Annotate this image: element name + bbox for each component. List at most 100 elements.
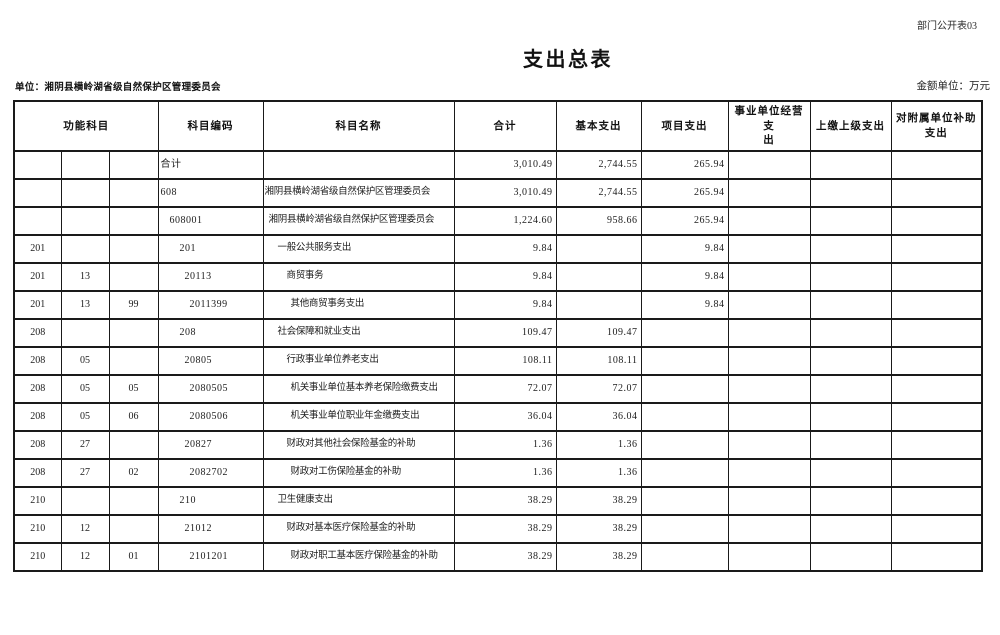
- total-amount: 3,010.49: [453, 178, 557, 208]
- func-item-code: [108, 514, 159, 544]
- operating-expense-amount: [727, 458, 811, 488]
- func-item-code: [108, 486, 159, 516]
- operating-expense-amount: [727, 430, 811, 460]
- subject-code: 20805: [157, 346, 264, 376]
- table-row: 208 05 05 2080505 机关事业单位基本养老保险缴费支出 72.07 72.07: [13, 374, 983, 404]
- table-row: 201 13 99 2011399 其他商贸事务支出 9.84 9.84: [13, 290, 983, 320]
- subsidy-to-affiliates-amount: [890, 206, 983, 236]
- project-expense-amount: [640, 346, 729, 376]
- operating-expense-amount: [727, 234, 811, 264]
- func-section-code: 27: [60, 458, 110, 488]
- header-subsidy-to-affiliates: 对附属单位补助 支出: [890, 100, 983, 152]
- func-item-code: 05: [108, 374, 159, 404]
- operating-expense-amount: [727, 374, 811, 404]
- basic-expense-amount: 1.36: [555, 430, 642, 460]
- func-section-code: 13: [60, 262, 110, 292]
- total-amount: 9.84: [453, 234, 557, 264]
- operating-expense-amount: [727, 542, 811, 572]
- subject-name: 湘阴县横岭湖省级自然保护区管理委员会: [262, 206, 455, 236]
- func-section-code: [60, 206, 110, 236]
- subject-code: 2082702: [157, 458, 264, 488]
- project-expense-amount: [640, 374, 729, 404]
- func-section-code: [60, 486, 110, 516]
- func-class-code: [13, 150, 62, 180]
- func-class-code: 208: [13, 346, 62, 376]
- table-row: 208 208 社会保障和就业支出 109.47 109.47: [13, 318, 983, 348]
- subject-code: 2011399: [157, 290, 264, 320]
- table-row: 201 13 20113 商贸事务 9.84 9.84: [13, 262, 983, 292]
- func-item-code: [108, 234, 159, 264]
- project-expense-amount: [640, 402, 729, 432]
- subject-name: 财政对基本医疗保险基金的补助: [262, 514, 455, 544]
- header-subject-code: 科目编码: [157, 100, 264, 152]
- func-class-code: 210: [13, 486, 62, 516]
- func-class-code: [13, 206, 62, 236]
- basic-expense-amount: 38.29: [555, 542, 642, 572]
- document-code-label: 部门公开表03: [917, 21, 977, 32]
- func-item-code: [108, 346, 159, 376]
- func-class-code: 201: [13, 234, 62, 264]
- func-section-code: [60, 234, 110, 264]
- func-section-code: 12: [60, 514, 110, 544]
- operating-expense-amount: [727, 402, 811, 432]
- total-amount: 38.29: [453, 514, 557, 544]
- remit-to-superior-amount: [809, 458, 892, 488]
- header-project-expense: 项目支出: [640, 100, 729, 152]
- func-section-code: 05: [60, 346, 110, 376]
- remit-to-superior-amount: [809, 318, 892, 348]
- operating-expense-amount: [727, 514, 811, 544]
- project-expense-amount: [640, 542, 729, 572]
- func-section-code: 05: [60, 374, 110, 404]
- subject-name: 机关事业单位基本养老保险缴费支出: [262, 374, 455, 404]
- table-header: 功能科目 科目编码 科目名称 合计 基本支出 项目支出 事业单位经营支 出 上缴…: [13, 100, 983, 152]
- subject-code: 2101201: [157, 542, 264, 572]
- basic-expense-amount: 108.11: [555, 346, 642, 376]
- func-class-code: 210: [13, 514, 62, 544]
- func-class-code: 208: [13, 318, 62, 348]
- table-row: 608001 湘阴县横岭湖省级自然保护区管理委员会 1,224.60 958.66 26…: [13, 206, 983, 236]
- func-item-code: [108, 430, 159, 460]
- operating-expense-amount: [727, 346, 811, 376]
- table-row: 210 12 01 2101201 财政对职工基本医疗保险基金的补助 38.29 38.29: [13, 542, 983, 572]
- subject-code: 608001: [157, 206, 264, 236]
- basic-expense-amount: 2,744.55: [555, 178, 642, 208]
- project-expense-amount: 265.94: [640, 178, 729, 208]
- func-section-code: [60, 178, 110, 208]
- basic-expense-amount: 958.66: [555, 206, 642, 236]
- subject-code: 20827: [157, 430, 264, 460]
- subsidy-to-affiliates-amount: [890, 318, 983, 348]
- subsidy-to-affiliates-amount: [890, 402, 983, 432]
- basic-expense-amount: [555, 234, 642, 264]
- subject-code: 20113: [157, 262, 264, 292]
- operating-expense-amount: [727, 206, 811, 236]
- total-amount: 3,010.49: [453, 150, 557, 180]
- total-amount: 1,224.60: [453, 206, 557, 236]
- project-expense-amount: [640, 458, 729, 488]
- remit-to-superior-amount: [809, 262, 892, 292]
- subject-code: 合计: [157, 150, 264, 180]
- header-basic-expense: 基本支出: [555, 100, 642, 152]
- table-row: 208 05 20805 行政事业单位养老支出 108.11 108.11: [13, 346, 983, 376]
- table-row: 201 201 一般公共服务支出 9.84 9.84: [13, 234, 983, 264]
- subsidy-to-affiliates-amount: [890, 150, 983, 180]
- func-item-code: 06: [108, 402, 159, 432]
- func-item-code: [108, 178, 159, 208]
- func-item-code: [108, 318, 159, 348]
- total-amount: 38.29: [453, 542, 557, 572]
- remit-to-superior-amount: [809, 150, 892, 180]
- page-title: 支出总表: [523, 49, 613, 71]
- subsidy-to-affiliates-amount: [890, 234, 983, 264]
- subject-name: 卫生健康支出: [262, 486, 455, 516]
- subject-name: 财政对工伤保险基金的补助: [262, 458, 455, 488]
- subsidy-to-affiliates-amount: [890, 346, 983, 376]
- table-row: 210 210 卫生健康支出 38.29 38.29: [13, 486, 983, 516]
- basic-expense-amount: 1.36: [555, 458, 642, 488]
- unit-label: 单位：湘阴县横岭湖省级自然保护区管理委员会: [15, 83, 221, 93]
- subject-code: 208: [157, 318, 264, 348]
- basic-expense-amount: [555, 290, 642, 320]
- header-operating-expense: 事业单位经营支 出: [727, 100, 811, 152]
- func-item-code: [108, 262, 159, 292]
- subject-name: 一般公共服务支出: [262, 234, 455, 264]
- remit-to-superior-amount: [809, 178, 892, 208]
- subsidy-to-affiliates-amount: [890, 430, 983, 460]
